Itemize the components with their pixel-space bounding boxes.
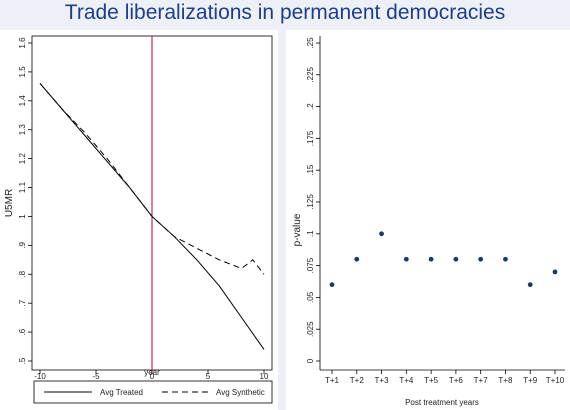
scatter-point xyxy=(527,282,533,288)
x-tick-label: T+9 xyxy=(523,376,538,385)
y-tick-label: .175 xyxy=(306,130,315,146)
y-tick-label: .1 xyxy=(306,230,315,237)
scatter-point xyxy=(428,256,434,262)
y-axis-ticks: 0 .025 .05 .075 .1 .125 .15 .175 .2 .225 .25 xyxy=(306,37,320,363)
scatter-point xyxy=(379,231,384,237)
x-tick-label: 0 xyxy=(150,372,155,381)
x-tick-label: -10 xyxy=(34,372,46,381)
x-tick-label: 10 xyxy=(260,372,269,381)
scatter-point xyxy=(453,256,459,262)
x-tick-label: T+4 xyxy=(399,376,414,385)
y-tick-label: .15 xyxy=(306,164,315,176)
y-tick-label: .5 xyxy=(18,357,27,364)
y-tick-label: .7 xyxy=(18,299,27,306)
y-tick-label: 1.3 xyxy=(18,124,27,136)
scatter-point xyxy=(403,256,409,262)
x-axis-ticks: T+1 T+2 T+3 T+4 T+5 T+6 T+7 T+8 T+9 T+10 xyxy=(325,370,565,385)
right-chart-panel: 0.025.05.075.1.125.15.175.2.225.25 T+1 T+… xyxy=(286,30,570,410)
y-tick-label: 1.4 xyxy=(18,95,27,107)
y-tick-label: .9 xyxy=(18,241,27,248)
y-tick-label: 1.6 xyxy=(18,37,27,49)
scatter-point xyxy=(552,269,558,275)
x-tick-label: T+3 xyxy=(375,376,390,385)
x-axis-label: year xyxy=(144,368,160,377)
y-tick-label: .6 xyxy=(18,328,27,335)
y-tick-label: .025 xyxy=(306,321,315,337)
y-tick-label: 1.5 xyxy=(18,66,27,78)
x-tick-label: T+10 xyxy=(546,376,565,385)
scatter-point xyxy=(329,282,335,288)
scatter-point xyxy=(478,256,484,262)
p-value-scatter-chart: 0.025.05.075.1.125.15.175.2.225.25 T+1 T+… xyxy=(292,36,565,407)
y-axis-label: U5MR xyxy=(4,189,15,217)
y-tick-label: .225 xyxy=(306,66,315,82)
x-tick-label: 5 xyxy=(206,372,211,381)
y-tick-label: .075 xyxy=(306,257,315,273)
x-axis-ticks: -10 -5 0 5 10 xyxy=(34,370,269,381)
y-tick-label: 0 xyxy=(306,358,315,363)
plot-area xyxy=(320,36,565,370)
x-tick-label: T+5 xyxy=(424,376,439,385)
series-line-avg-synthetic xyxy=(39,83,265,275)
scatter-points xyxy=(329,231,558,288)
y-tick-label: 1.1 xyxy=(18,181,27,193)
x-tick-label: T+1 xyxy=(325,376,340,385)
y-tick-label: .8 xyxy=(18,270,27,277)
x-tick-label: T+6 xyxy=(449,376,464,385)
scatter-point xyxy=(503,256,508,262)
x-tick-label: T+7 xyxy=(474,376,489,385)
legend-label-avg-treated: Avg Treated xyxy=(100,388,143,397)
y-axis-label: p-value xyxy=(292,213,303,246)
x-axis-label: Post treatment years xyxy=(405,398,479,407)
scatter-point xyxy=(354,256,360,262)
x-tick-label: T+2 xyxy=(350,376,365,385)
x-tick-label: T+8 xyxy=(498,376,513,385)
y-tick-label: .25 xyxy=(306,37,315,49)
y-tick-label: 1 xyxy=(18,214,27,219)
legend-box xyxy=(33,380,273,404)
page-title: Trade liberalizations in permanent democ… xyxy=(64,1,506,24)
x-tick-label: -5 xyxy=(92,372,100,381)
left-chart-panel: .5.6.7.8.9 1 1.1 1.2 1.3 1.4 1.5 1.6 -10 -5 0 5 10 … xyxy=(0,30,278,410)
u5mr-line-chart: .5.6.7.8.911.11.21.31.41.51.6 -10 -5 0 5 10 … xyxy=(4,35,273,404)
y-tick-label: .2 xyxy=(306,103,315,110)
y-tick-label: 1.2 xyxy=(18,153,27,165)
y-axis-ticks: .5 .6 .7 .8 .9 1 1.1 1.2 1.3 1.4 1.5 1.6 xyxy=(18,37,32,364)
y-tick-label: .125 xyxy=(306,194,315,210)
y-tick-label: .05 xyxy=(306,291,315,303)
legend-label-avg-synthetic: Avg Synthetic xyxy=(216,388,265,397)
